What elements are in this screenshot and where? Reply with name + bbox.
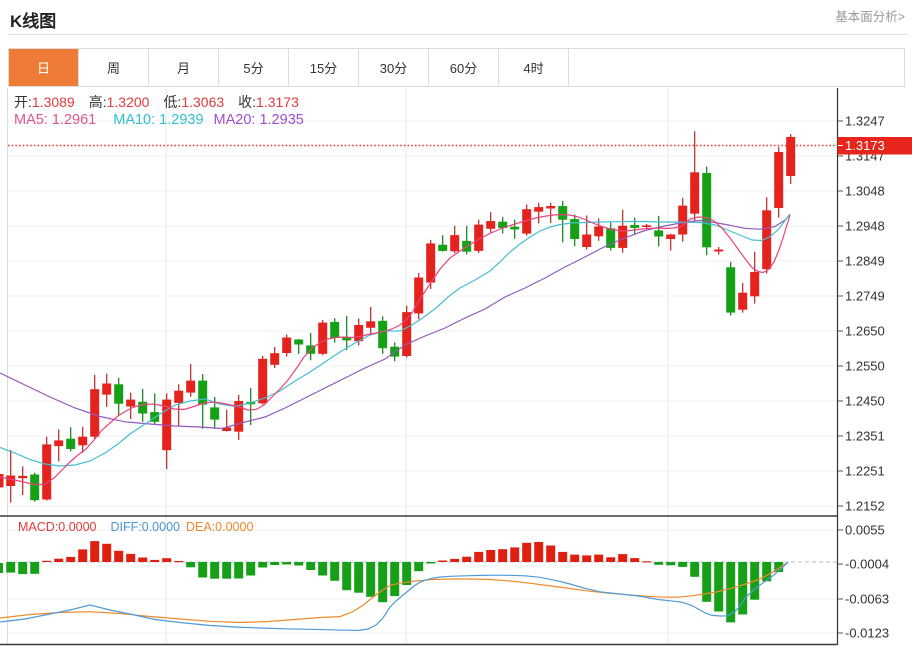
svg-text:1.2849: 1.2849 bbox=[845, 254, 885, 269]
svg-text:1.2650: 1.2650 bbox=[845, 324, 885, 339]
svg-text:1.2550: 1.2550 bbox=[845, 359, 885, 374]
svg-text:1.3247: 1.3247 bbox=[845, 114, 885, 129]
svg-text:1.2152: 1.2152 bbox=[845, 499, 885, 514]
svg-text:-0.0063: -0.0063 bbox=[845, 592, 889, 607]
svg-text:1.2351: 1.2351 bbox=[845, 429, 885, 444]
svg-text:0.0055: 0.0055 bbox=[845, 523, 885, 538]
svg-text:1.2251: 1.2251 bbox=[845, 464, 885, 479]
svg-text:-0.0004: -0.0004 bbox=[845, 557, 889, 572]
svg-text:1.3048: 1.3048 bbox=[845, 184, 885, 199]
svg-text:1.2450: 1.2450 bbox=[845, 394, 885, 409]
svg-text:1.3173: 1.3173 bbox=[845, 138, 885, 153]
svg-text:1.2948: 1.2948 bbox=[845, 219, 885, 234]
svg-text:-0.0123: -0.0123 bbox=[845, 626, 889, 641]
svg-text:1.2749: 1.2749 bbox=[845, 289, 885, 304]
